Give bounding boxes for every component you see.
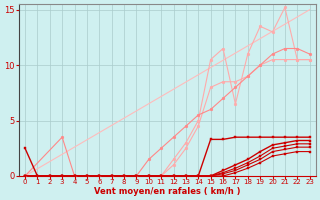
X-axis label: Vent moyen/en rafales ( km/h ): Vent moyen/en rafales ( km/h ): [94, 187, 241, 196]
